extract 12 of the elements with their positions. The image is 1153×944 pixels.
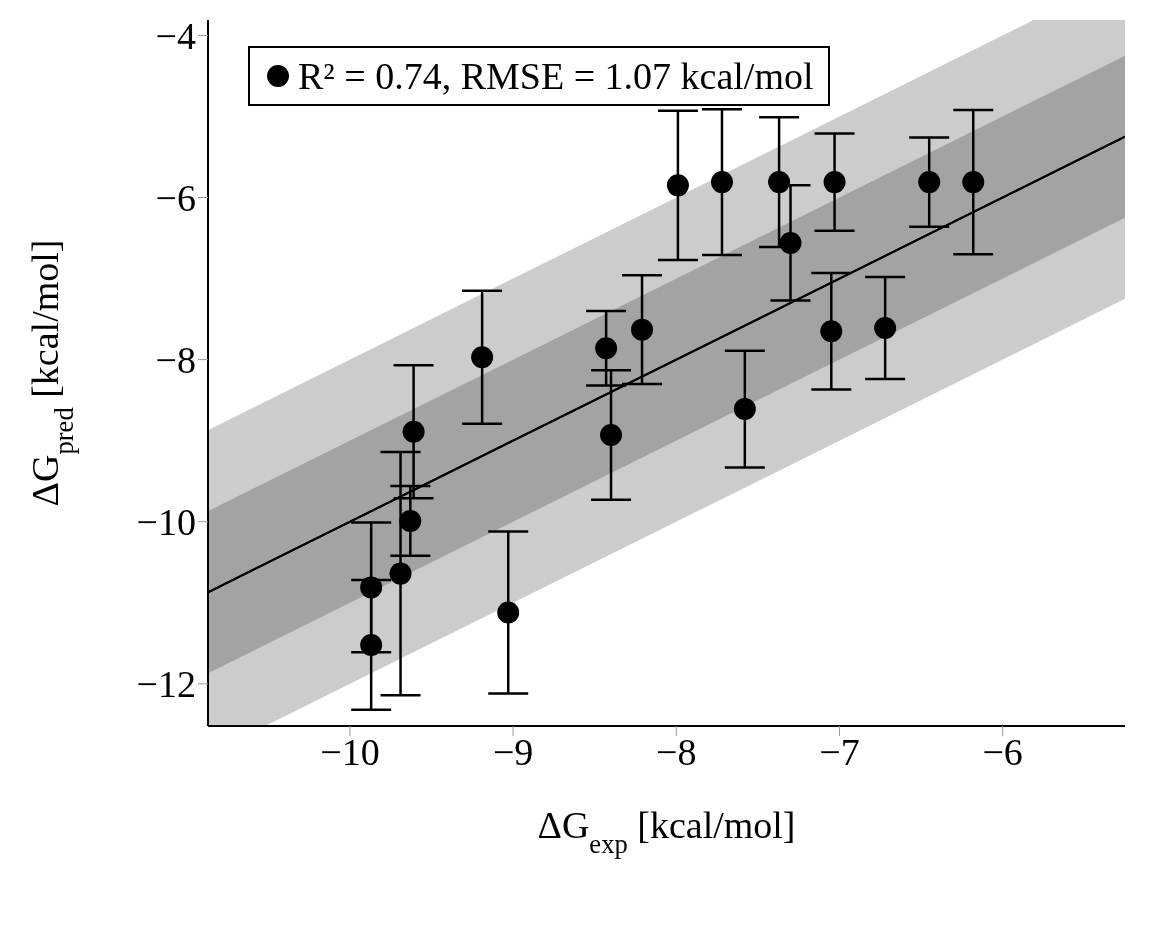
y-tick-label: −4 — [155, 14, 196, 57]
x-axis-title: ΔG$_{exp}$ [kcal/mol] — [537, 804, 796, 859]
y-tick-label: −10 — [136, 501, 196, 544]
legend-label: R² = 0.74, RMSE = 1.07 kcal/mol — [298, 54, 814, 98]
x-tick-label: −7 — [819, 730, 860, 773]
x-tick-label: −10 — [320, 730, 380, 773]
y-tick-label: −12 — [136, 663, 196, 706]
y-tick-label: −8 — [155, 339, 196, 382]
y-tick-label: −6 — [155, 177, 196, 219]
x-tick-label: −6 — [982, 730, 1023, 773]
x-tick-label: −8 — [656, 730, 697, 773]
x-tick-label: −9 — [492, 730, 534, 773]
